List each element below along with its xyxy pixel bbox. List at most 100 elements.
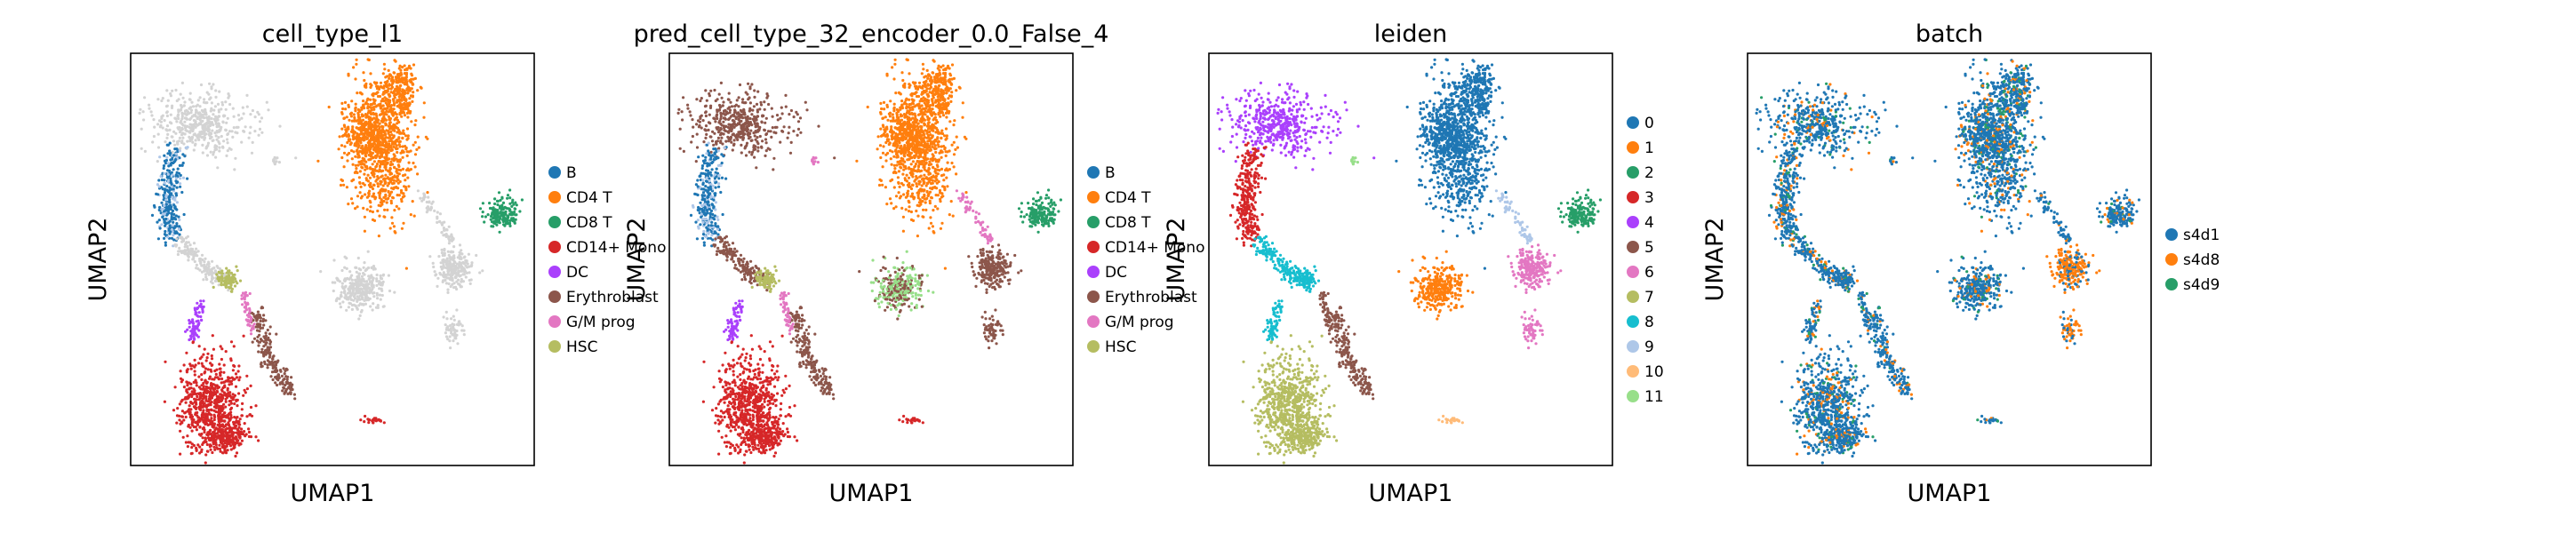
data-point [265,341,268,345]
data-point [381,140,385,144]
data-point [193,358,196,362]
data-point [191,341,195,345]
data-point [484,215,488,219]
data-point [202,278,205,282]
data-point [196,443,200,447]
data-point [877,183,882,187]
data-point [164,229,167,234]
data-point [199,401,203,404]
data-point [258,330,261,333]
data-point [175,421,179,425]
data-point [163,181,166,185]
data-point [395,147,398,151]
data-point [241,402,244,405]
data-point [924,208,928,211]
data-point [387,189,390,194]
data-point [228,147,231,150]
data-point [892,77,896,81]
data-point [498,217,502,220]
data-point [413,153,418,156]
data-point [387,274,390,277]
data-point [289,387,292,392]
data-point [369,83,372,86]
data-point [196,416,200,419]
data-point [378,287,381,290]
data-point [381,280,385,283]
data-point [193,122,197,125]
data-point [449,329,452,332]
data-point [460,252,464,256]
data-point [208,375,212,378]
data-point [396,181,400,185]
data-point [388,122,391,125]
data-point [395,186,398,189]
data-point [454,287,459,291]
data-point [219,374,222,378]
data-point [378,194,381,197]
data-point [497,191,501,195]
data-point [945,134,948,138]
data-point [203,416,206,419]
data-point [171,224,174,227]
data-point [443,247,446,251]
data-point [929,216,932,219]
data-point [220,272,224,275]
data-point [235,125,238,129]
data-point [940,192,944,195]
data-point [371,163,374,166]
data-point [363,172,366,176]
data-point [174,244,178,248]
data-point [391,182,395,186]
data-point [212,405,216,409]
data-point [388,163,392,166]
data-point [245,301,250,305]
data-point [164,162,168,165]
data-point [396,160,399,163]
data-point [225,278,228,282]
data-point [212,347,215,351]
data-point [380,293,384,298]
data-point [212,153,215,156]
data-point [143,149,147,153]
data-point [171,104,174,107]
data-point [377,177,380,180]
data-point [357,176,361,179]
data-point [164,198,168,202]
data-point [223,430,227,434]
data-point [884,186,888,189]
data-point [140,127,143,131]
data-point [230,287,234,290]
data-point [182,142,186,146]
data-point [359,163,363,166]
data-point [274,156,278,160]
data-point [208,445,212,449]
data-point [205,269,209,274]
data-point [368,286,372,290]
data-point [490,225,493,228]
data-point [378,214,381,218]
data-point [889,157,892,161]
data-point [361,152,364,155]
data-point [378,196,381,200]
data-point [343,266,347,269]
data-point [401,145,404,148]
data-point [201,119,204,123]
data-point [260,338,264,342]
data-point [206,130,210,133]
data-point [255,314,259,317]
data-point [233,402,236,406]
legend-marker [548,191,561,203]
data-point [156,220,159,224]
data-point [231,369,235,372]
data-point [172,238,176,242]
data-point [501,201,506,204]
data-point [151,140,155,144]
data-point [180,378,184,382]
data-point [398,101,402,105]
data-point [226,116,229,120]
data-point [382,91,386,95]
data-point [443,253,446,257]
data-point [402,131,406,136]
data-point [403,76,406,80]
